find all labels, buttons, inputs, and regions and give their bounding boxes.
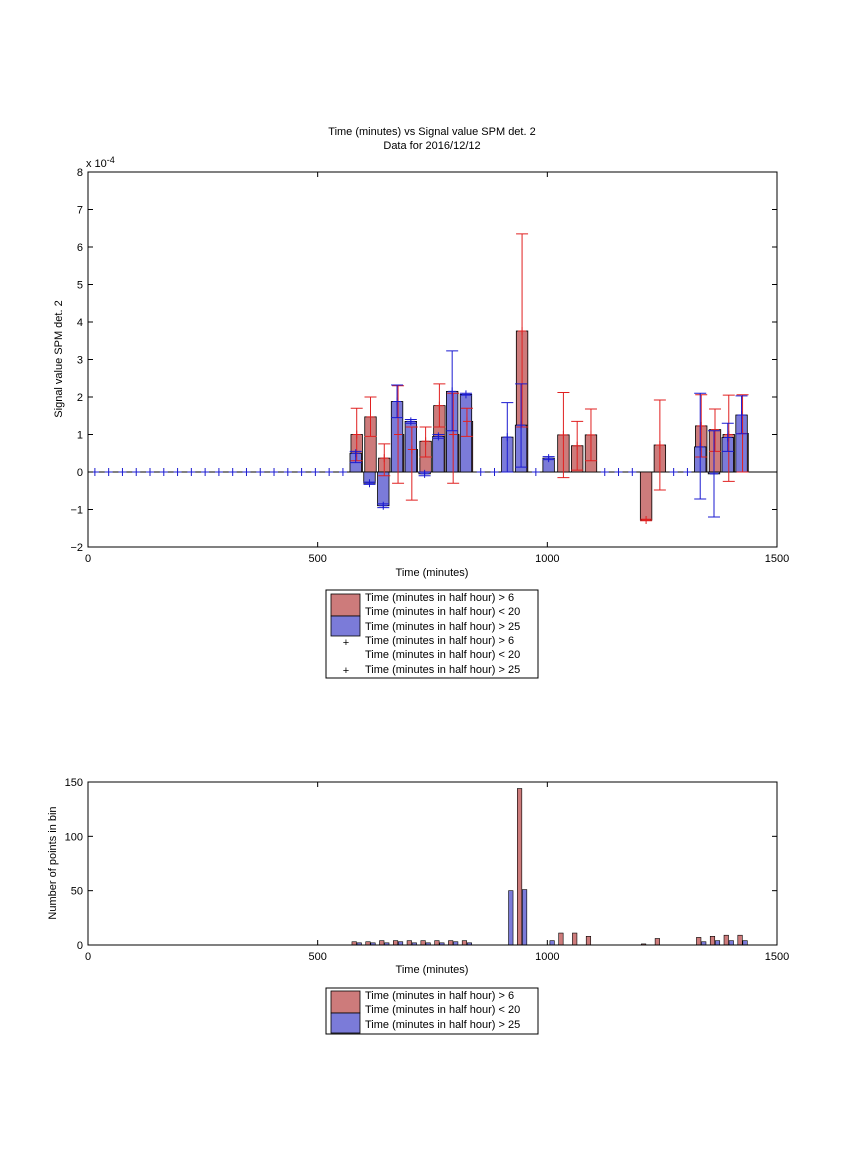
count-axes-box xyxy=(87,781,778,946)
y-tick-label: 0 xyxy=(77,940,83,952)
y-tick-label: 6 xyxy=(77,242,83,254)
legend-label: Time (minutes in half hour) > 25 xyxy=(365,621,520,633)
y-axis-label-2: Number of points in bin xyxy=(47,806,59,919)
count-bar xyxy=(549,940,555,946)
signal-bar xyxy=(404,420,417,473)
legend-swatch-red xyxy=(330,990,361,1014)
count-bar xyxy=(709,936,716,946)
count-bar xyxy=(737,934,743,946)
count-bar xyxy=(420,940,426,946)
count-ticks: 0 500 1000 1500 0 50 100 150 xyxy=(65,777,790,963)
y-tick-label: −2 xyxy=(70,542,83,554)
y-exponent-base: x 10 xyxy=(86,158,107,170)
signal-bar xyxy=(377,471,390,507)
count-bar xyxy=(572,932,578,946)
x-tick-label: 0 xyxy=(85,951,91,963)
y-tick-label: 2 xyxy=(77,392,83,404)
x-tick-label: 1000 xyxy=(535,553,559,565)
x-axis-label: Time (minutes) xyxy=(396,567,469,579)
count-bar xyxy=(585,936,592,946)
count-bar xyxy=(434,940,440,946)
chart-title: Time (minutes) vs Signal value SPM det. … xyxy=(328,126,535,138)
count-bar xyxy=(714,940,721,946)
legend-label: Time (minutes in half hour) > 6 xyxy=(365,990,514,1002)
signal-bar xyxy=(432,435,445,473)
y-tick-label: 5 xyxy=(77,280,83,292)
count-bar xyxy=(461,940,468,946)
y-exponent-label: x 10-4 xyxy=(86,155,115,170)
count-bar xyxy=(522,889,528,946)
legend-marker-red: + xyxy=(343,637,349,649)
signal-ticks: 0 500 1000 1500 −2 −1 0 1 2 3 4 5 6 7 8 xyxy=(70,167,789,565)
legend-label: Time (minutes in half hour) > 6 xyxy=(365,635,514,647)
y-tick-label: 4 xyxy=(77,317,83,329)
signal-legend: + + Time (minutes in half hour) > 6 Time (m… xyxy=(325,589,539,679)
legend-label: Time (minutes in half hour) < 20 xyxy=(365,1004,520,1016)
count-bar xyxy=(406,940,412,946)
legend-label: Time (minutes in half hour) > 25 xyxy=(365,1019,520,1031)
count-bar xyxy=(392,940,399,946)
legend-label: Time (minutes in half hour) < 20 xyxy=(365,606,520,618)
x-tick-label: 0 xyxy=(85,553,91,565)
count-bar xyxy=(728,940,734,946)
chart-subtitle: Data for 2016/12/12 xyxy=(383,140,480,152)
y-tick-label: 150 xyxy=(65,777,83,789)
legend-swatch-blue xyxy=(330,1012,361,1034)
count-legend: Time (minutes in half hour) > 6 Time (min… xyxy=(325,987,539,1035)
x-tick-label: 500 xyxy=(308,951,326,963)
legend-label: Time (minutes in half hour) > 25 xyxy=(365,664,520,676)
legend-label: Time (minutes in half hour) > 6 xyxy=(365,592,514,604)
count-bar xyxy=(448,940,454,946)
count-bar xyxy=(742,940,748,946)
x-tick-label: 1500 xyxy=(765,951,789,963)
signal-bar xyxy=(459,393,473,473)
y-tick-label: 0 xyxy=(77,467,83,479)
y-tick-label: 1 xyxy=(77,430,83,442)
y-exponent-power: -4 xyxy=(107,155,115,165)
x-tick-label: 1000 xyxy=(535,951,559,963)
count-bar xyxy=(696,937,702,946)
signal-chart: Time (minutes) vs Signal value SPM det. … xyxy=(53,126,789,679)
signal-axes-box xyxy=(87,171,778,548)
count-bar xyxy=(723,934,729,946)
legend-box xyxy=(325,987,539,1035)
count-chart: Time (minutes) Number of points in bin 0… xyxy=(47,777,790,1035)
y-axis-label: Signal value SPM det. 2 xyxy=(53,300,65,417)
y-tick-label: 7 xyxy=(77,205,83,217)
legend-box xyxy=(325,589,539,679)
legend-swatch-blue xyxy=(330,615,361,637)
legend-marker-blue: + xyxy=(343,665,349,677)
count-bar xyxy=(517,788,523,946)
legend-label: Time (minutes in half hour) < 20 xyxy=(365,649,520,661)
count-bar xyxy=(379,940,385,946)
count-bar xyxy=(654,938,660,946)
y-tick-label: 50 xyxy=(71,886,83,898)
x-axis-label-2: Time (minutes) xyxy=(396,964,469,976)
signal-plot-area xyxy=(88,233,777,524)
x-tick-label: 500 xyxy=(308,553,326,565)
legend-swatch-red xyxy=(330,593,361,617)
count-bar xyxy=(558,932,564,946)
y-tick-label: −1 xyxy=(70,505,83,517)
signal-bar xyxy=(639,471,653,521)
x-tick-label: 1500 xyxy=(765,553,789,565)
y-tick-label: 100 xyxy=(65,831,83,843)
count-bar xyxy=(508,890,514,946)
y-tick-label: 3 xyxy=(77,355,83,367)
y-tick-label: 8 xyxy=(77,167,83,179)
count-plot-area xyxy=(351,788,748,946)
